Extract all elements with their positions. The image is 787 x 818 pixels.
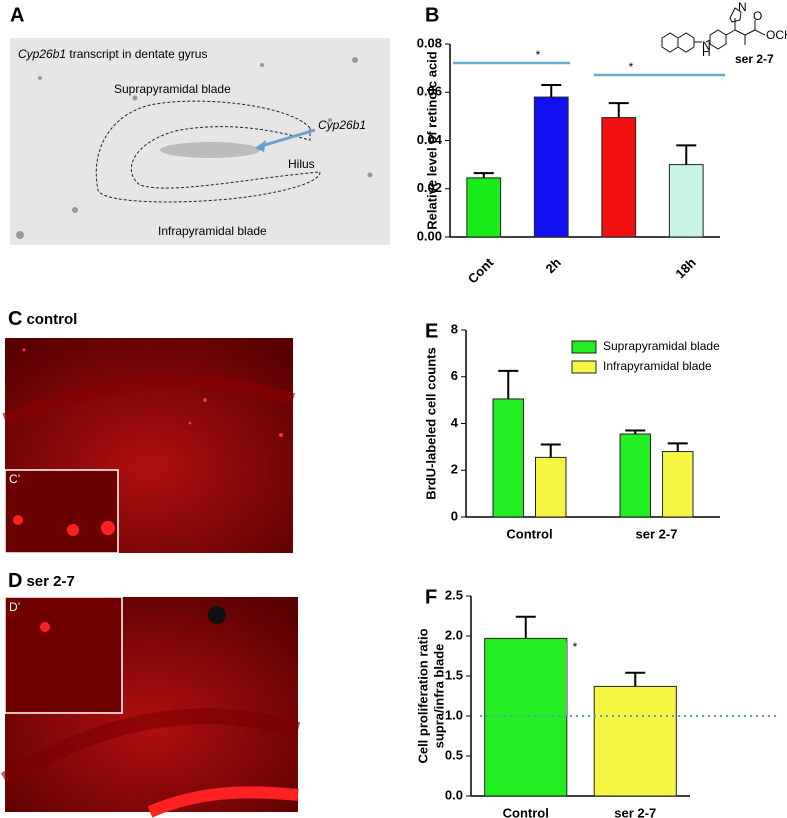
error-bar [625, 671, 646, 687]
y-axis-label: Relative level of retinoic acid [424, 51, 439, 230]
y-tick-label: 0.06 [417, 84, 442, 99]
bar [533, 96, 569, 238]
x-tick-label: 18h [672, 255, 698, 281]
title-text: transcript in dentate gyrus [66, 47, 207, 61]
y-tick-label: 0.02 [417, 180, 442, 195]
error-bar [541, 84, 562, 98]
inset-c [4, 469, 119, 554]
inset-label: C’ [9, 472, 20, 486]
x-tick-label: Cont [465, 254, 497, 286]
arrowhead [255, 140, 266, 152]
tissue-band [2, 375, 296, 427]
x-tick-label: ser 2-7 [614, 805, 656, 818]
x-tick-label: ser 2-7 [636, 526, 678, 541]
error-bar [473, 172, 494, 178]
legend-label: Infrapyramidal blade [603, 359, 712, 373]
compound-label: ser 2-7 [735, 52, 774, 66]
y-tick-label: 1.5 [445, 667, 463, 682]
atom: O [753, 9, 762, 23]
significance: * [629, 60, 634, 74]
error-bar [540, 443, 561, 458]
speckles [16, 57, 373, 239]
y-tick-label: 8 [451, 321, 458, 336]
error-bar [667, 442, 688, 452]
y-tick-label: 0.08 [417, 35, 442, 50]
bar [662, 451, 694, 518]
y-tick-label: 0.0 [445, 787, 463, 802]
region-label: Infrapyramidal blade [158, 224, 267, 238]
region-label: Suprapyramidal blade [114, 82, 231, 96]
panel-caption: control [26, 311, 77, 328]
bar [619, 433, 652, 518]
legend-swatch [571, 340, 597, 354]
y-tick-label: 0.04 [417, 132, 443, 147]
x-tick-label: Control [503, 805, 549, 818]
atom: N [738, 0, 747, 14]
y-tick-label: 2.5 [445, 587, 463, 602]
panel-label: E [425, 320, 438, 342]
inset-cells [13, 515, 115, 536]
atom: N [702, 39, 711, 53]
y-tick-label: 1.0 [445, 707, 463, 722]
y-axis-label: supra/infra blade [431, 644, 446, 749]
error-bar [515, 615, 536, 639]
y-tick-label: 0.00 [417, 228, 442, 243]
tissue-band [0, 708, 301, 787]
y-tick-label: 4 [451, 415, 459, 430]
error-bar [608, 102, 629, 118]
significance: * [536, 48, 541, 62]
region-label: Cyp26b1 [318, 118, 366, 132]
bar [668, 164, 704, 238]
x-tick-label: Control [506, 526, 552, 541]
y-tick-label: 2.0 [445, 627, 463, 642]
bar [535, 456, 567, 518]
bar [593, 685, 677, 797]
bright-band [147, 786, 299, 818]
stain [160, 142, 260, 158]
y-tick-label: 0.5 [445, 747, 463, 762]
dentate-outline [95, 100, 321, 203]
y-tick-label: 6 [451, 368, 458, 383]
bar [466, 177, 502, 238]
y-tick-label: 2 [451, 462, 458, 477]
atom: OCH3 [766, 28, 787, 42]
artifact [208, 606, 226, 624]
bar [601, 117, 637, 238]
error-bar [498, 369, 519, 399]
panel-label: F [425, 586, 437, 608]
panel-label: A [10, 4, 24, 26]
panel-title: Cyp26b1 transcript in dentate gyrus [18, 47, 207, 61]
bar [492, 398, 524, 518]
y-axis-label: Cell proliferation ratio [415, 628, 430, 763]
image-a [10, 38, 390, 245]
significance: * [573, 640, 578, 654]
bar [484, 637, 568, 797]
panel-letter: C [8, 308, 22, 330]
atom: H [702, 45, 711, 59]
chemical-structure [661, 7, 766, 53]
inset-label: D’ [9, 600, 20, 614]
y-axis-label: BrdU-labeled cell counts [423, 347, 438, 499]
inset-cell [40, 622, 50, 632]
panel-label: B [425, 4, 439, 26]
region-label: Hilus [288, 157, 315, 171]
gene-name: Cyp26b1 [18, 47, 66, 61]
x-tick-label: 2h [542, 255, 563, 276]
legend-label: Suprapyramidal blade [603, 339, 720, 353]
error-bar [625, 429, 646, 435]
inset-d [4, 596, 123, 714]
arrow [257, 128, 316, 149]
panel-caption: ser 2-7 [26, 573, 74, 590]
panel-letter: D [8, 570, 22, 592]
y-tick-label: 0 [451, 508, 458, 523]
cells [22, 348, 283, 437]
error-bar [676, 144, 697, 165]
legend-swatch [571, 360, 597, 374]
